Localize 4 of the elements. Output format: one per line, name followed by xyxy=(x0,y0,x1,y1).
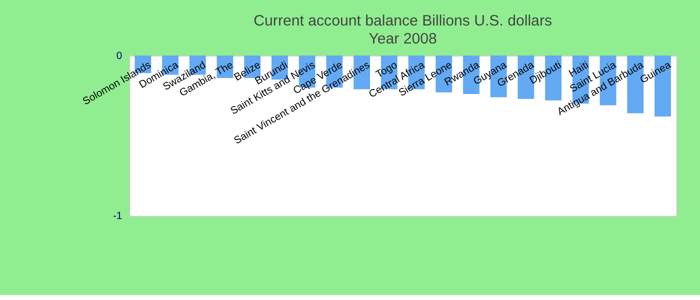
chart-title: Current account balance Billions U.S. dollars xyxy=(254,12,552,30)
chart-subtitle: Year 2008 xyxy=(368,30,437,48)
y-tick-label: -1 xyxy=(112,211,122,222)
y-tick-label: 0 xyxy=(116,50,122,62)
